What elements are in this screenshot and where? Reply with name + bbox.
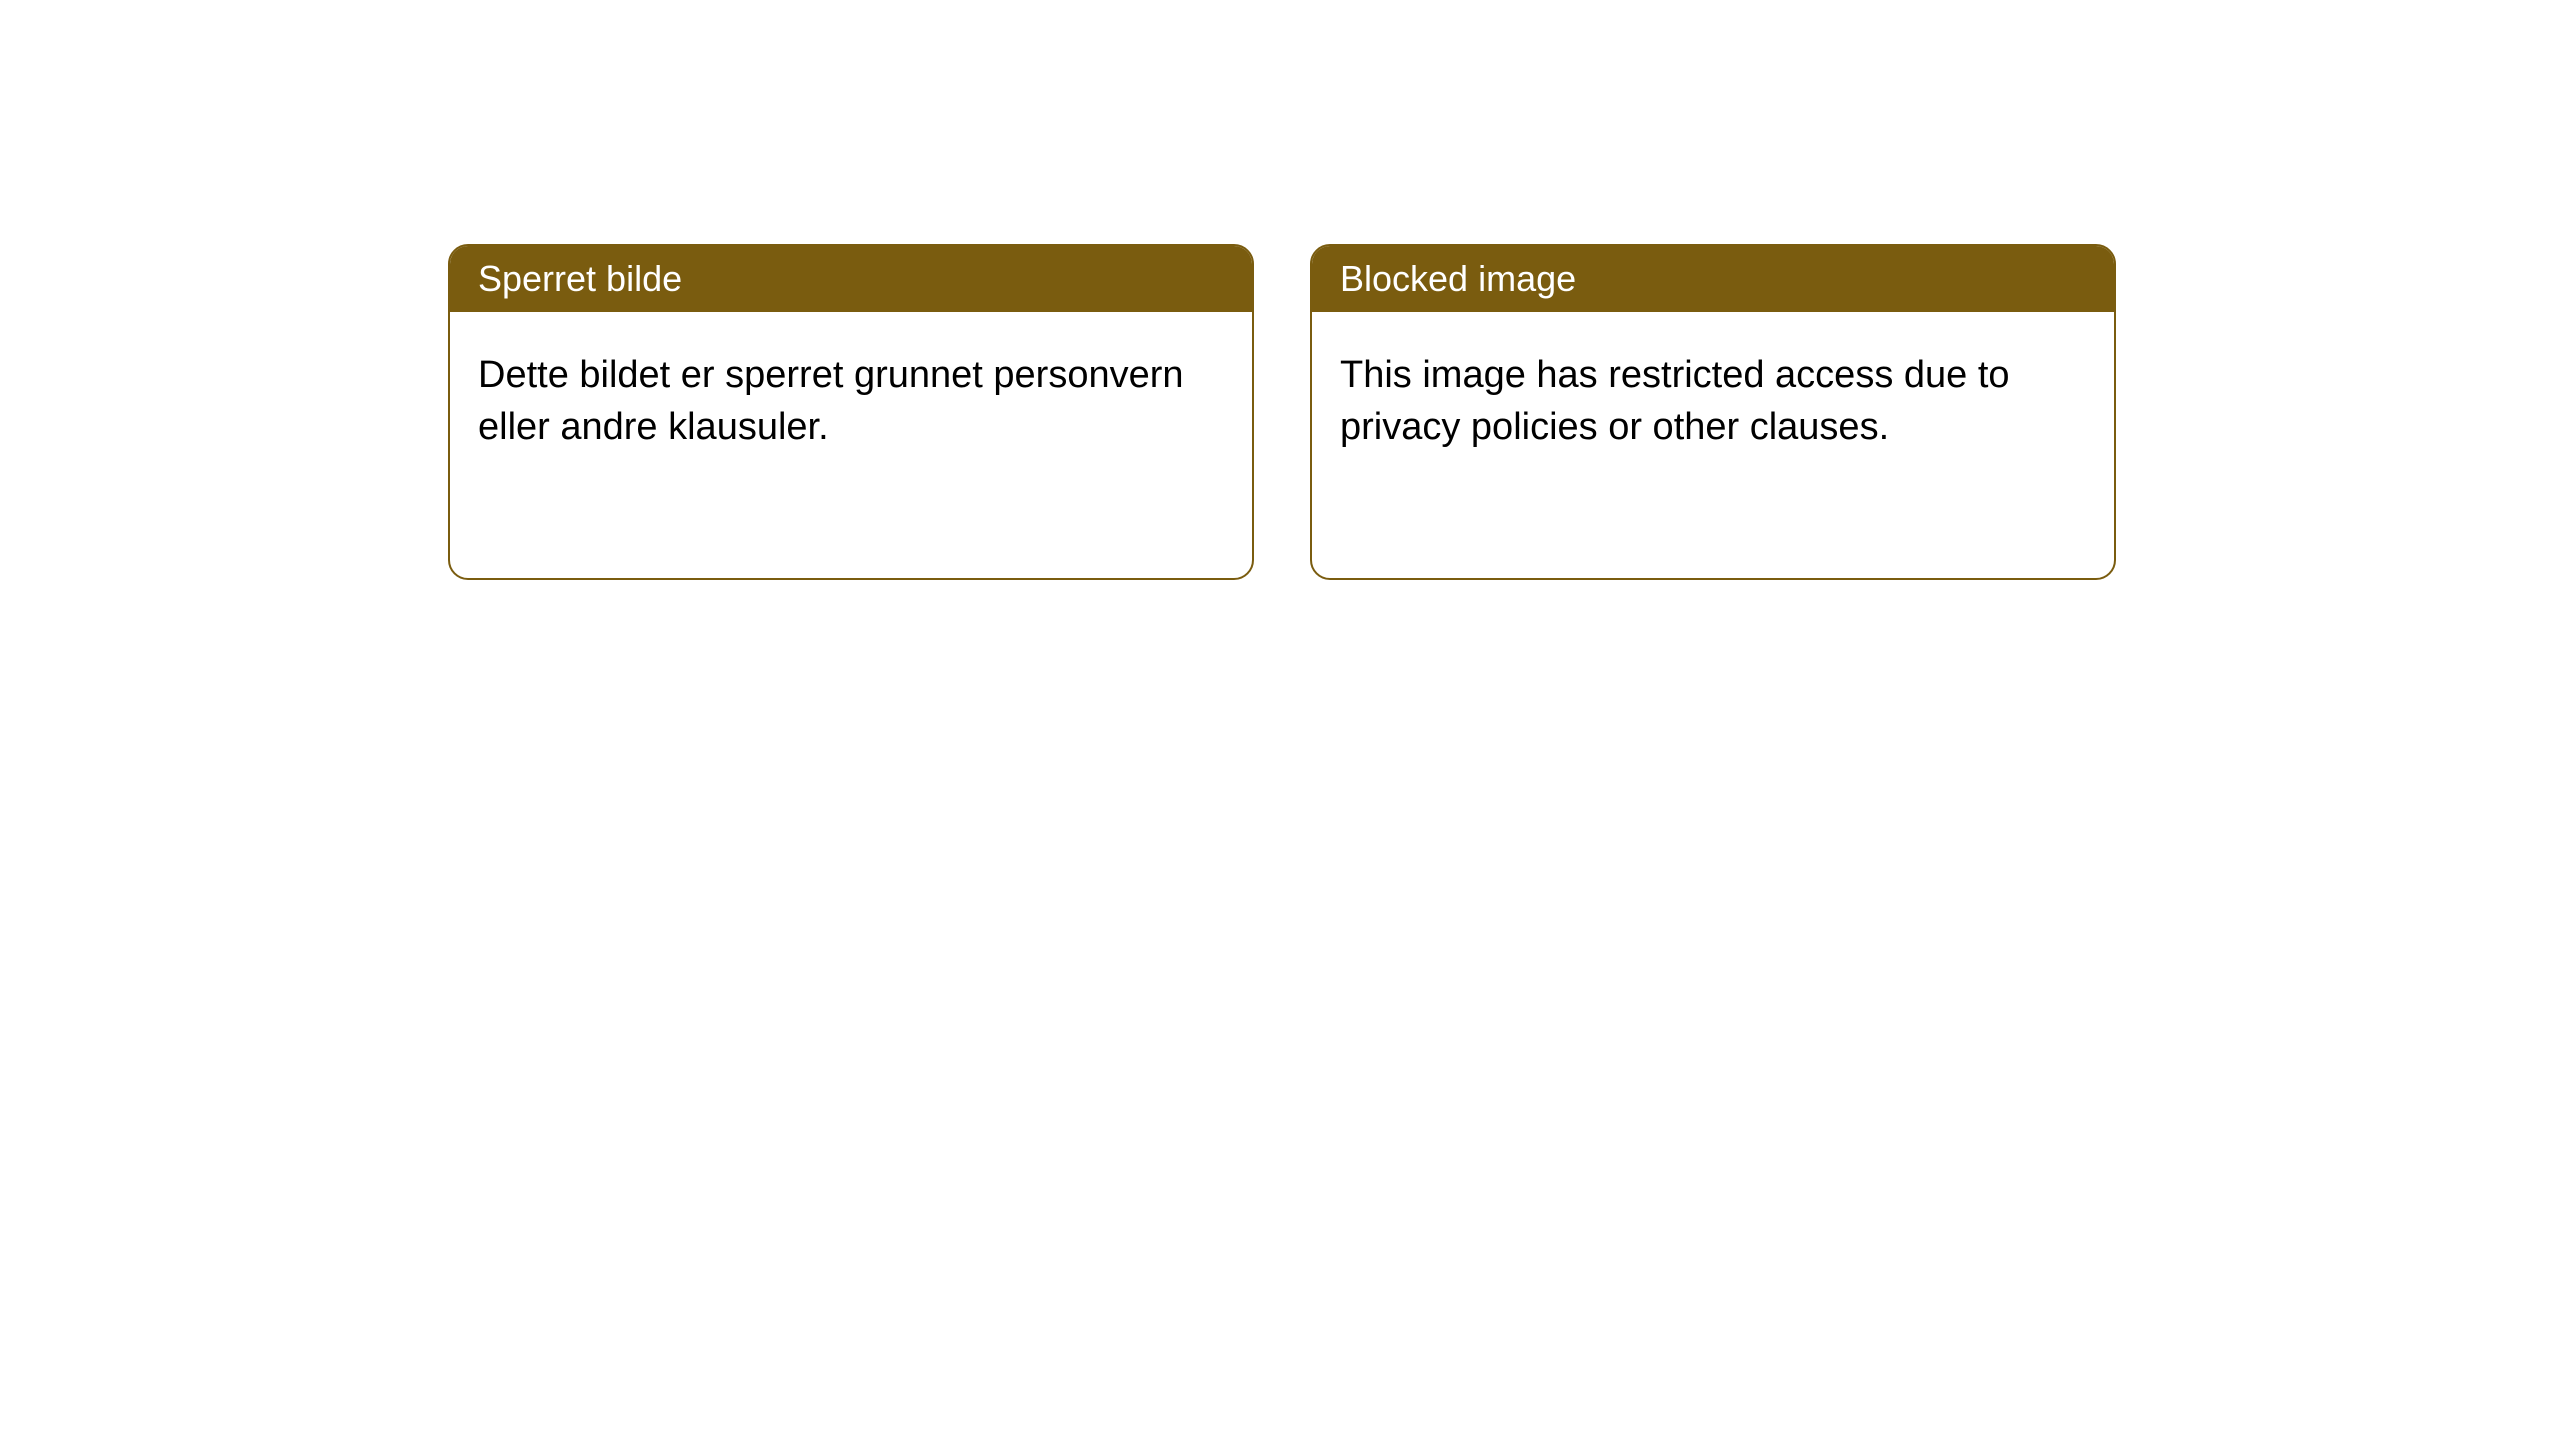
notice-container: Sperret bilde Dette bildet er sperret gr…	[0, 0, 2560, 580]
notice-card-norwegian: Sperret bilde Dette bildet er sperret gr…	[448, 244, 1254, 580]
notice-header: Sperret bilde	[450, 246, 1252, 312]
notice-card-english: Blocked image This image has restricted …	[1310, 244, 2116, 580]
notice-title: Blocked image	[1340, 258, 1576, 299]
notice-body: This image has restricted access due to …	[1312, 312, 2114, 491]
notice-title: Sperret bilde	[478, 258, 682, 299]
notice-text: Dette bildet er sperret grunnet personve…	[478, 354, 1184, 448]
notice-body: Dette bildet er sperret grunnet personve…	[450, 312, 1252, 491]
notice-text: This image has restricted access due to …	[1340, 354, 2010, 448]
notice-header: Blocked image	[1312, 246, 2114, 312]
